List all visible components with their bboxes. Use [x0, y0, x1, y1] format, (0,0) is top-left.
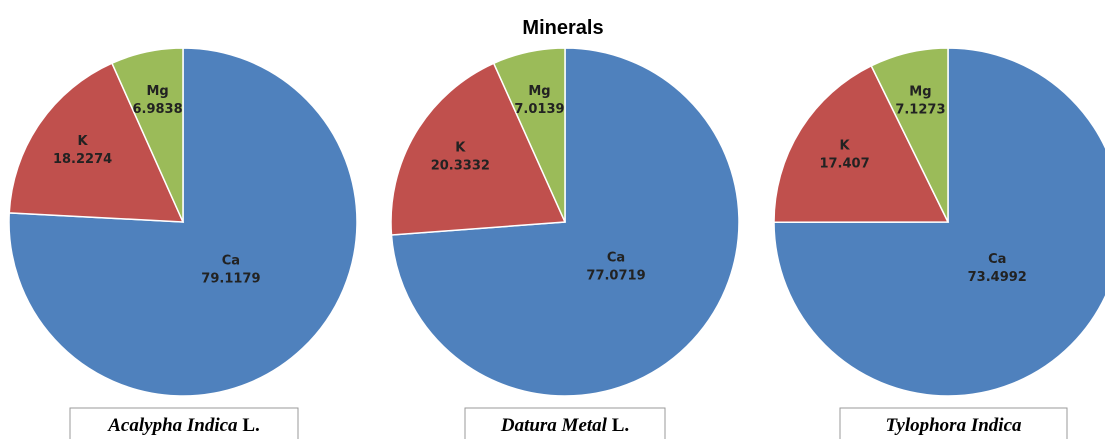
species: Acalypha Indica — [107, 415, 238, 436]
slice-category: Mg — [146, 84, 168, 99]
slice-category: K — [455, 141, 466, 156]
slice-category: Mg — [528, 84, 550, 99]
pie-slice — [110, 47, 184, 223]
pie-slice — [8, 62, 185, 223]
pie-slice — [773, 64, 950, 224]
slice-category: Ca — [222, 253, 240, 268]
chart-label: Acalypha Indica L. — [107, 415, 260, 436]
slice-category: K — [78, 134, 89, 149]
pie-slice — [870, 47, 949, 223]
slice-category: K — [840, 139, 851, 154]
slice-value: 7.1273 — [895, 102, 945, 117]
species: Tylophora Indica — [886, 415, 1022, 436]
slice-category: Ca — [607, 250, 625, 265]
slice-value: 73.4992 — [968, 270, 1027, 285]
label-box — [69, 407, 299, 439]
slice-value: 79.1179 — [201, 271, 260, 286]
authority: L. — [242, 415, 259, 436]
species: Datura Metal — [500, 415, 608, 436]
label-box — [839, 407, 1068, 439]
slice-value: 77.0719 — [586, 268, 645, 283]
pie-slice — [773, 47, 1105, 397]
pie-slice — [390, 62, 567, 236]
chart-label: Tylophora Indica — [886, 415, 1022, 436]
pie-slice — [492, 47, 566, 223]
slice-value: 20.3332 — [431, 159, 490, 174]
chart-label: Datura Metal L. — [500, 415, 629, 436]
slice-value: 18.2274 — [53, 152, 112, 167]
slice-value: 17.407 — [819, 157, 869, 172]
slice-value: 6.9838 — [132, 102, 182, 117]
label-box — [464, 407, 666, 439]
slice-category: Mg — [909, 84, 931, 99]
authority: L. — [612, 415, 629, 436]
slice-category: Ca — [988, 252, 1006, 267]
slice-value: 7.0139 — [514, 102, 564, 117]
chart-title: Minerals — [522, 17, 603, 39]
